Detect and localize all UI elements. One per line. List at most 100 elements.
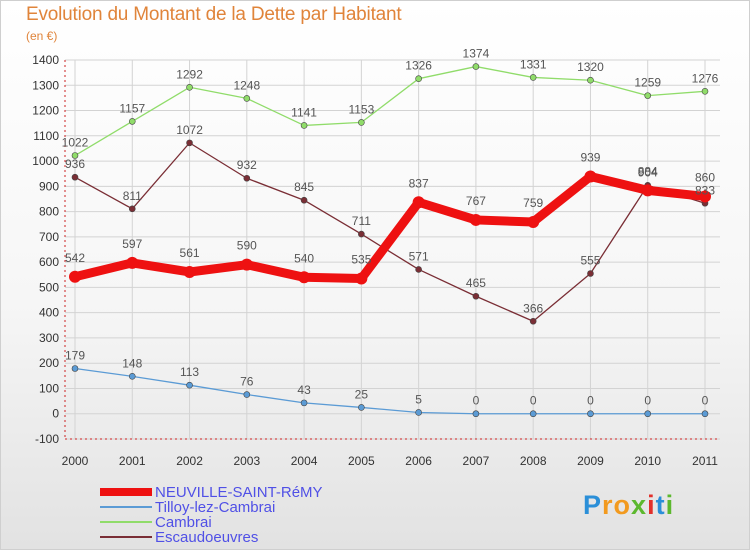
data-point [300,399,308,407]
data-point [472,292,480,300]
data-label: 1022 [62,136,89,150]
y-tick-label: 600 [39,255,59,269]
data-label: 571 [409,249,429,263]
data-point [584,170,597,183]
data-label: 1374 [463,47,490,61]
data-label: 932 [237,158,257,172]
data-label: 0 [644,394,651,408]
data-label: 1326 [405,59,432,73]
x-tick-label: 2008 [520,454,547,468]
data-label: 884 [638,164,658,178]
data-label: 837 [409,176,429,190]
data-label: 1248 [233,78,260,92]
chart-title: Evolution du Montant de la Dette par Hab… [26,4,402,25]
data-label: 0 [587,394,594,408]
x-tick-label: 2006 [405,454,432,468]
x-tick-label: 2007 [463,454,490,468]
data-label: 5 [415,392,422,406]
data-point [71,365,79,372]
proxiti-logo: Proxiti [583,490,674,521]
data-label: 1320 [577,60,604,74]
data-label: 811 [123,189,142,203]
y-tick-label: 500 [39,280,59,294]
data-point [358,119,365,126]
data-point [126,256,139,269]
data-label: 555 [580,254,600,268]
logo-letter: t [655,490,666,520]
data-label: 113 [180,365,199,379]
data-label: 597 [122,237,142,251]
data-point [128,118,136,125]
data-point [69,270,81,283]
data-label: 1259 [634,76,661,90]
x-tick-label: 2004 [291,454,318,468]
data-label: 1153 [348,102,374,116]
data-point [358,230,365,238]
data-label: 1072 [176,123,203,137]
y-tick-label: 100 [39,381,59,395]
logo-letter: r [602,490,614,520]
data-label: 535 [351,253,371,267]
data-label: 540 [294,251,314,265]
data-label: 1292 [176,67,203,81]
series-line [74,367,706,415]
data-label: 76 [240,375,254,389]
data-label: 1331 [520,57,547,71]
series-line [74,142,706,322]
data-label: 542 [65,251,85,265]
data-point [186,139,193,147]
y-tick-label: 400 [39,306,59,320]
data-point [300,196,308,204]
data-point [529,410,537,418]
data-point [128,373,136,380]
x-tick-label: 2005 [348,454,375,468]
legend-swatch-neuville [100,488,152,496]
data-label: 148 [122,356,142,370]
data-point [415,409,422,416]
series-line [74,65,706,157]
data-label: 1141 [291,105,317,119]
data-point [527,215,540,228]
data-label: 936 [65,157,85,171]
legend-label-escaudoeuvres: Escaudoeuvres [155,528,259,546]
y-tick-label: 1000 [32,154,59,168]
data-label: 767 [466,194,486,208]
x-tick-label: 2011 [692,454,718,468]
data-label: 711 [352,214,371,228]
data-label: 0 [530,394,537,408]
data-point [644,92,652,99]
data-point [240,258,253,271]
data-label: 366 [523,301,543,315]
data-label: 561 [180,246,200,260]
data-point [529,317,537,325]
data-point [186,381,193,389]
data-label: 1276 [692,71,719,85]
x-tick-label: 2001 [119,454,146,468]
data-point [128,205,136,213]
data-point [415,266,422,273]
data-point [472,410,480,418]
y-tick-label: 300 [39,331,59,345]
logo-letter: i [665,490,675,520]
legend-label-cambrai: Cambrai [155,513,212,531]
data-point [358,404,365,411]
legend-label-tilloy: Tilloy-lez-Cambrai [155,498,276,516]
data-point [183,265,196,278]
data-point [644,410,652,418]
y-tick-label: 200 [39,356,59,370]
logo-letter: P [583,490,603,520]
logo-letter: x [631,490,648,520]
data-point [587,270,594,277]
logo-letter: o [613,490,632,520]
data-point [701,410,709,418]
data-label: 833 [695,183,715,197]
data-point [641,184,654,197]
data-point [469,213,482,226]
x-tick-label: 2010 [634,454,661,468]
data-point [243,174,251,182]
data-label: 465 [466,276,486,290]
logo-letter: i [647,490,656,520]
y-tick-label: 800 [39,205,59,219]
data-label: 179 [65,349,85,363]
data-label: 860 [695,170,715,184]
